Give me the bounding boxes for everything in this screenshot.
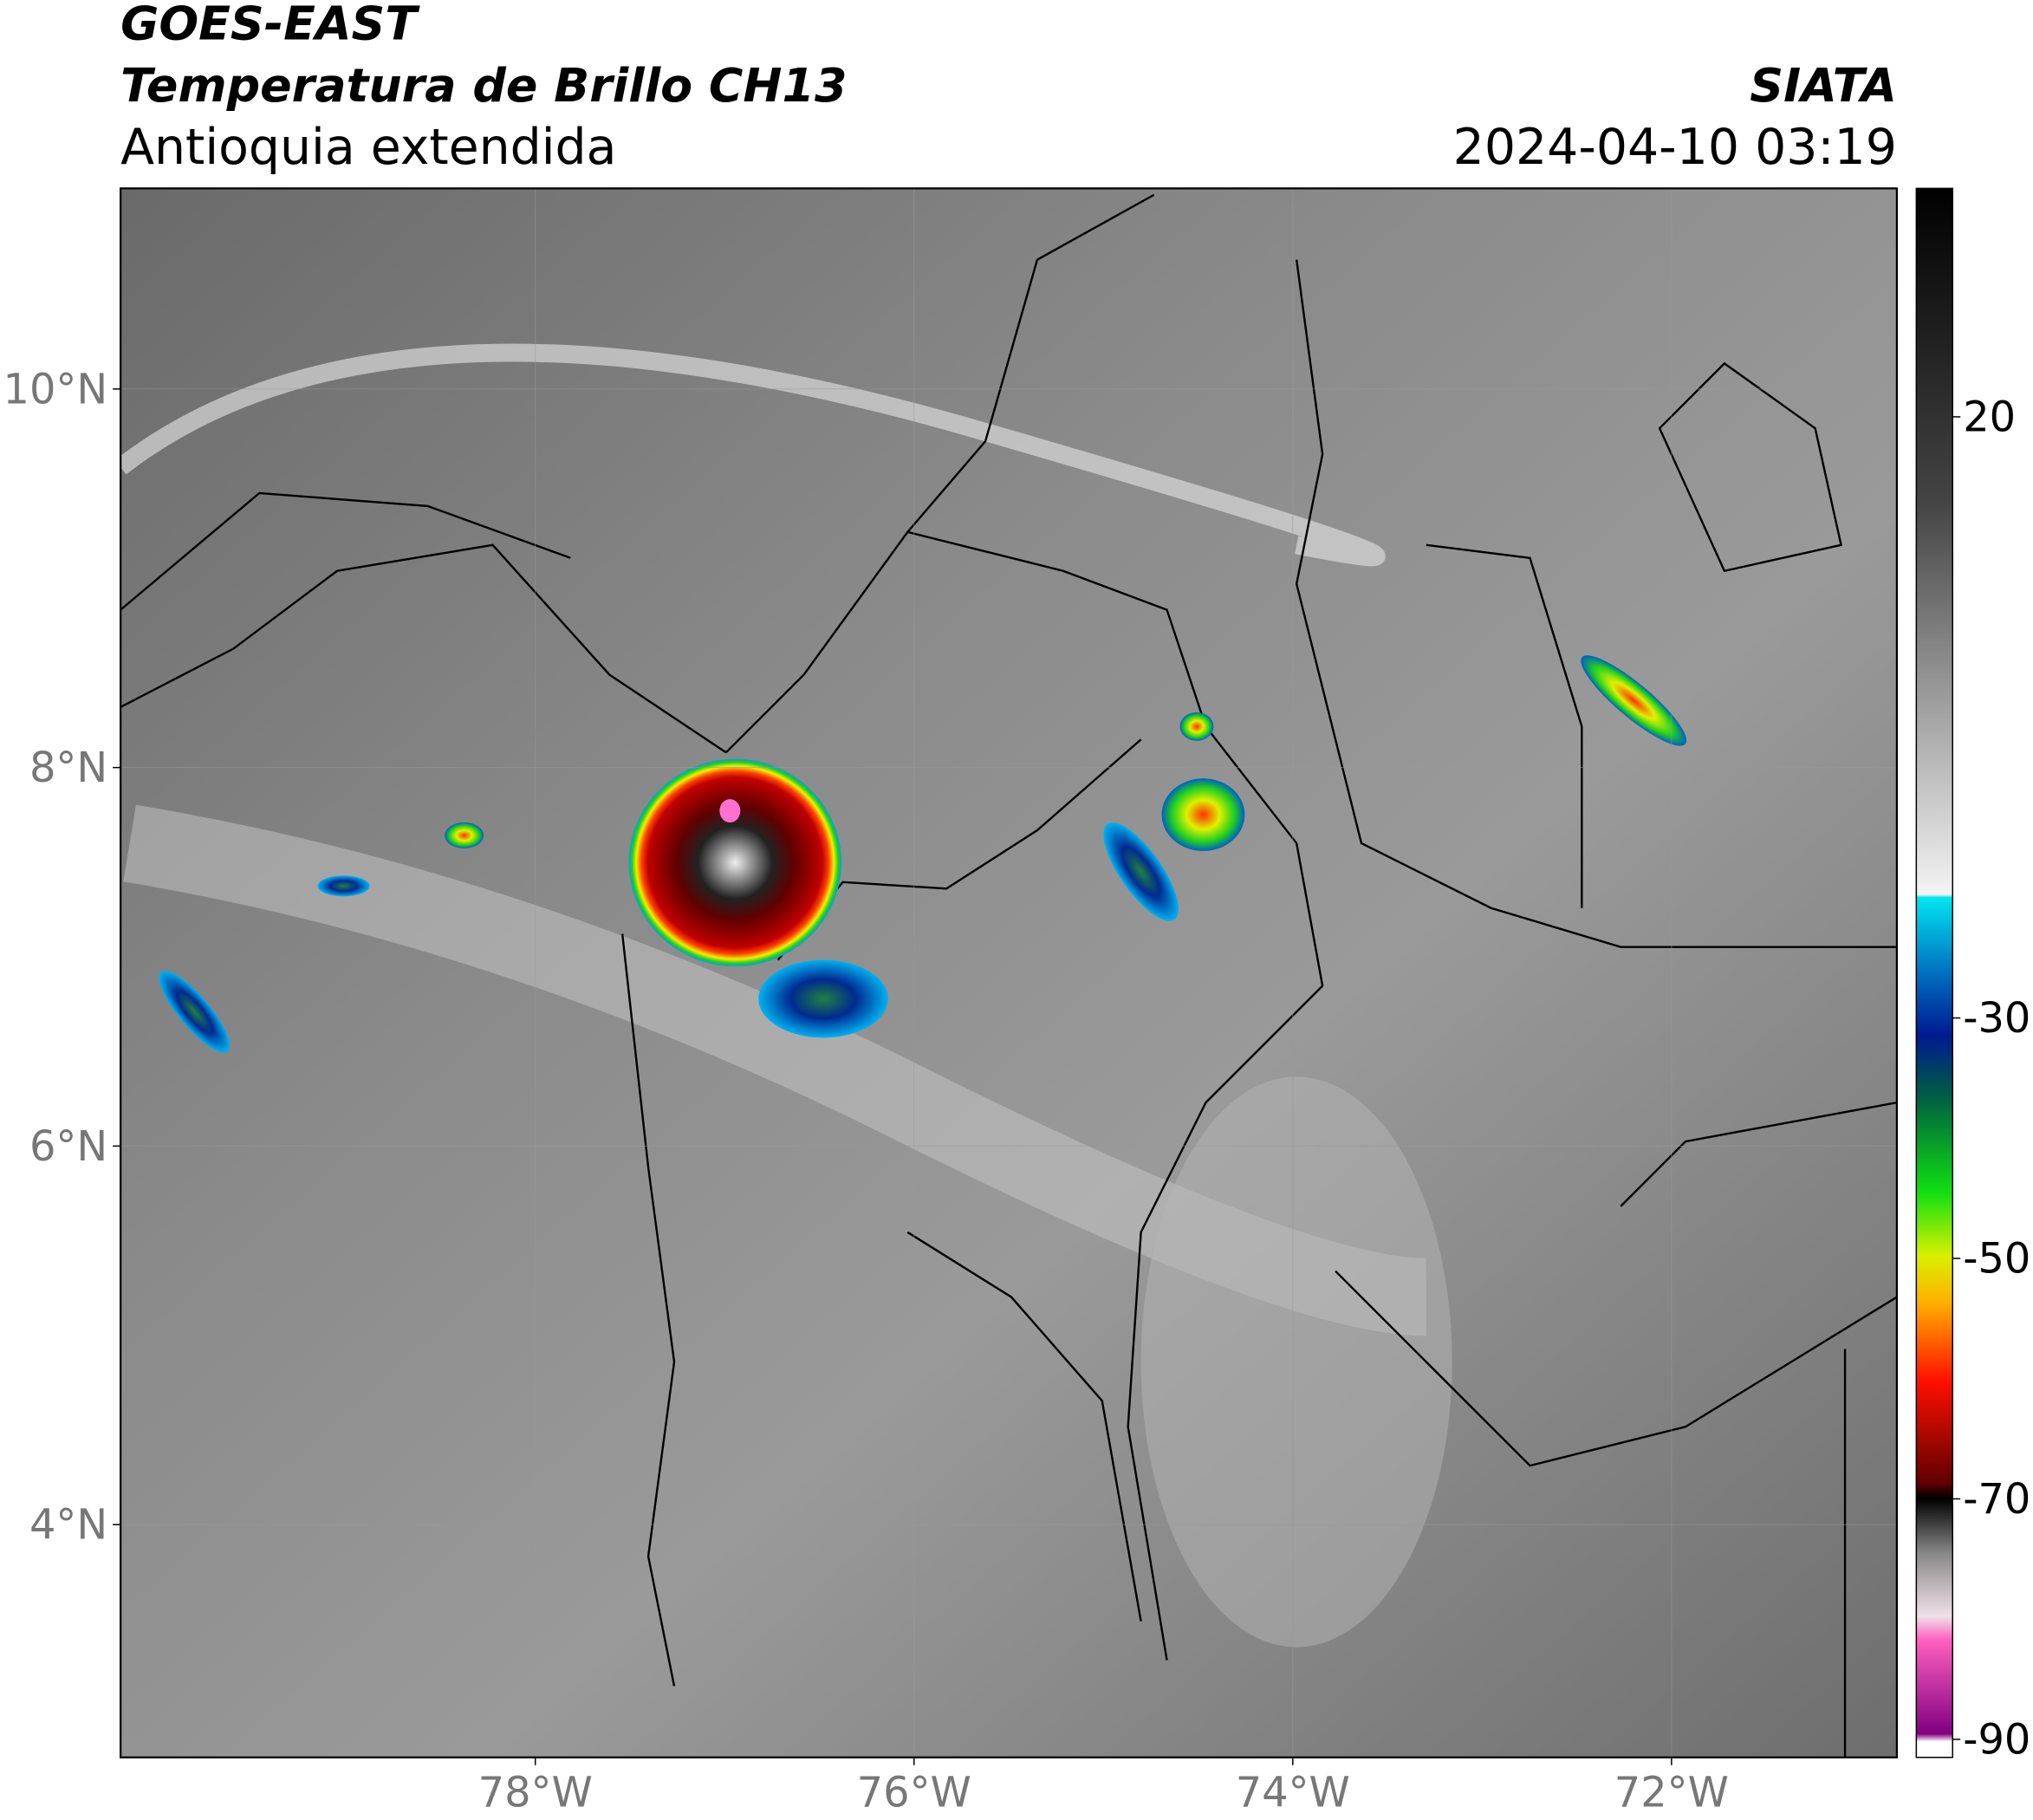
cloud-cell [1161, 778, 1245, 851]
cloud-cell [1103, 822, 1179, 921]
x-tick-label: 78°W [478, 1770, 593, 1817]
map-layer [120, 188, 1897, 1758]
title: GOES-EAST [120, 0, 420, 50]
colorbar [1915, 187, 1953, 1758]
colorbar-tick-label: -30 [1963, 995, 2030, 1043]
cloud-cell [1179, 712, 1214, 741]
timestamp: 2024-04-10 03:19 [1453, 119, 1897, 176]
colorbar-tick-label: -70 [1963, 1476, 2030, 1524]
borders [120, 193, 1897, 1758]
cloud-area [1140, 1076, 1452, 1648]
grid [120, 188, 1897, 1758]
x-tick-label: 74°W [1236, 1770, 1350, 1817]
colorbar-tick-label: -90 [1963, 1716, 2030, 1764]
cold-top [719, 799, 741, 823]
cloud-cell [445, 822, 484, 848]
y-tick-label: 6°N [29, 1123, 107, 1171]
cloud-cell [758, 959, 888, 1038]
satellite-background [120, 188, 1897, 1758]
source: SIATA [1750, 58, 1897, 113]
convective-storm [628, 758, 842, 967]
cloud-cell [159, 971, 231, 1053]
cloud-band [120, 343, 1386, 567]
map-frame [120, 187, 1899, 1758]
colorbar-tick-label: -50 [1963, 1235, 2030, 1283]
x-tick-label: 76°W [857, 1770, 971, 1817]
y-tick-label: 10°N [3, 366, 108, 413]
subtitle: Temperatura de Brillo CH13 [120, 58, 847, 113]
x-tick-label: 72°W [1614, 1770, 1729, 1817]
colorbar-tick-label: 20 [1963, 393, 2016, 441]
y-tick-label: 4°N [29, 1502, 107, 1550]
cloud-cell [317, 875, 370, 897]
cloud-cell [1581, 655, 1687, 746]
y-tick-label: 8°N [29, 744, 107, 792]
region: Antioquia extendida [120, 119, 616, 176]
